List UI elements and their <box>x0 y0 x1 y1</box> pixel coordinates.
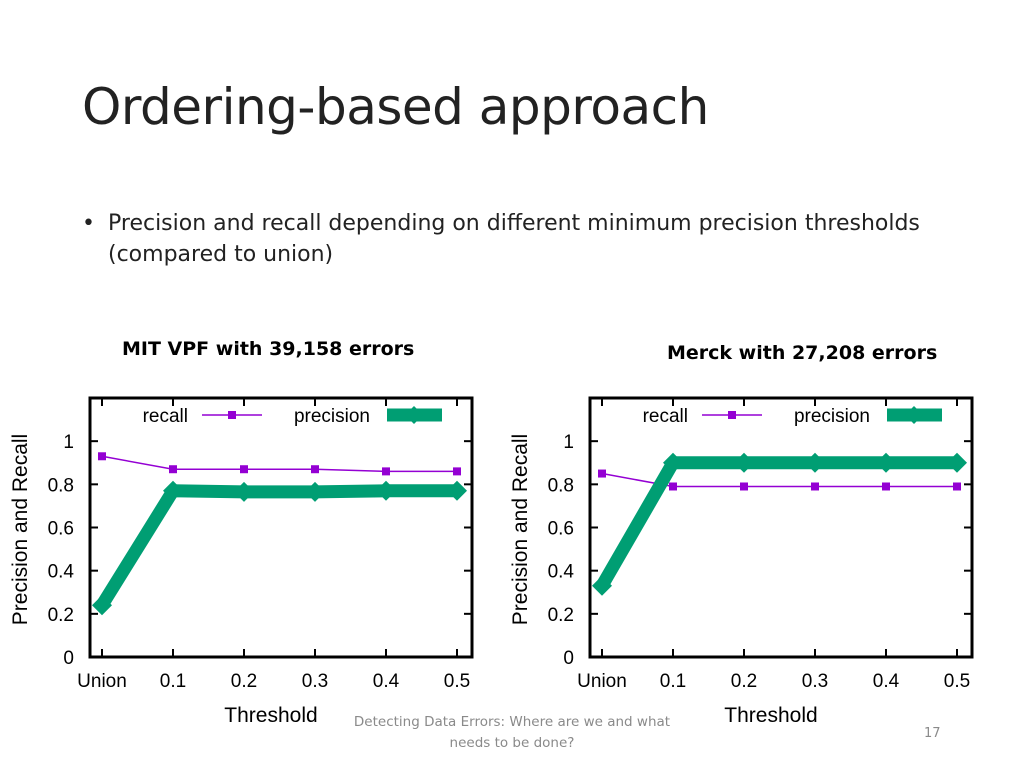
chart2-recall-point <box>598 469 606 478</box>
chart2-precision-point <box>876 452 896 473</box>
chart1-y-tick-label: 0.8 <box>48 475 74 496</box>
chart1-x-axis-label: Threshold <box>224 704 317 727</box>
chart1-y-tick-label: 0.4 <box>48 562 75 583</box>
chart2-precision-point <box>592 575 612 596</box>
chart1-precision-point <box>305 481 325 502</box>
chart2-y-tick-label: 0.2 <box>548 605 574 626</box>
chart1-legend-marker-precision <box>405 406 423 424</box>
slide-number: 17 <box>924 726 941 741</box>
chart2-x-tick-label: 0.3 <box>802 671 828 692</box>
chart1-recall-point <box>98 452 106 461</box>
chart1-x-tick-label: 0.4 <box>373 671 400 692</box>
chart1-x-tick-label: 0.3 <box>302 671 328 692</box>
chart2-recall-point <box>669 482 677 491</box>
chart1-y-tick-label: 1 <box>63 432 74 453</box>
chart1-x-tick-label: 0.5 <box>444 671 470 692</box>
chart2-x-tick-label: Union <box>577 671 627 692</box>
chart2-recall-point <box>953 482 961 491</box>
chart1-legend-marker-recall <box>228 411 236 419</box>
chart1-recall-point <box>169 465 177 474</box>
chart2-series-line-precision <box>596 456 957 590</box>
chart2-legend-label-recall: recall <box>643 406 688 427</box>
chart1-x-tick-label: Union <box>77 671 127 692</box>
chart2-y-tick-label: 0.6 <box>548 519 574 540</box>
chart1-y-tick-label: 0 <box>63 648 74 669</box>
footer-text: Detecting Data Errors: Where are we and … <box>353 714 671 751</box>
chart2-recall-point <box>740 482 748 491</box>
chart1-legend-label-precision: precision <box>294 406 370 427</box>
chart1-recall-point <box>240 465 248 474</box>
chart2-x-axis-label: Threshold <box>724 704 817 727</box>
chart2-legend-marker-recall <box>728 411 736 419</box>
chart2-precision-point <box>734 452 754 473</box>
chart2-precision-point <box>805 452 825 473</box>
chart2-y-tick-label: 0.4 <box>548 562 575 583</box>
chart2-recall-point <box>811 482 819 491</box>
chart1-y-tick-label: 0.6 <box>48 519 74 540</box>
chart1-legend-label-recall: recall <box>143 406 188 427</box>
chart1-series-line-precision <box>96 484 457 609</box>
bullet-text: Precision and recall depending on differ… <box>108 211 920 267</box>
chart1-recall-point <box>453 467 461 476</box>
chart1-series-line-recall <box>101 455 457 473</box>
slide-title: Ordering-based approach <box>82 78 709 136</box>
chart2-y-tick-label: 1 <box>563 432 574 453</box>
chart2-x-tick-label: 0.4 <box>873 671 900 692</box>
chart1-precision-point <box>234 481 254 502</box>
chart1-precision-point <box>447 480 467 501</box>
bullet-dot: • <box>82 211 95 236</box>
chart-title-mit-vpf: MIT VPF with 39,158 errors <box>122 338 415 360</box>
chart1-precision-point <box>92 595 112 616</box>
chart1-recall-point <box>311 465 319 474</box>
chart1-y-tick-label: 0.2 <box>48 605 74 626</box>
chart2-x-tick-label: 0.5 <box>944 671 970 692</box>
chart2-precision-point <box>663 452 683 473</box>
chart2-legend-label-precision: precision <box>794 406 870 427</box>
chart-title-merck: Merck with 27,208 errors <box>667 342 938 364</box>
chart2-plot-frame <box>588 396 974 659</box>
chart2-y-tick-label: 0.8 <box>548 475 574 496</box>
chart2-recall-point <box>882 482 890 491</box>
chart2-precision-point <box>947 452 967 473</box>
chart1-x-tick-label: 0.2 <box>231 671 257 692</box>
chart2-y-tick-label: 0 <box>563 648 574 669</box>
chart1-recall-point <box>382 467 390 476</box>
chart2-x-tick-label: 0.1 <box>660 671 686 692</box>
chart1-precision-point <box>163 480 183 501</box>
chart2-x-tick-label: 0.2 <box>731 671 757 692</box>
chart1-y-axis-label: Precision and Recall <box>9 434 32 625</box>
chart1-precision-point <box>376 480 396 501</box>
chart2-y-axis-label: Precision and Recall <box>509 434 532 625</box>
chart2-legend-marker-precision <box>905 406 923 424</box>
chart1-x-tick-label: 0.1 <box>160 671 186 692</box>
